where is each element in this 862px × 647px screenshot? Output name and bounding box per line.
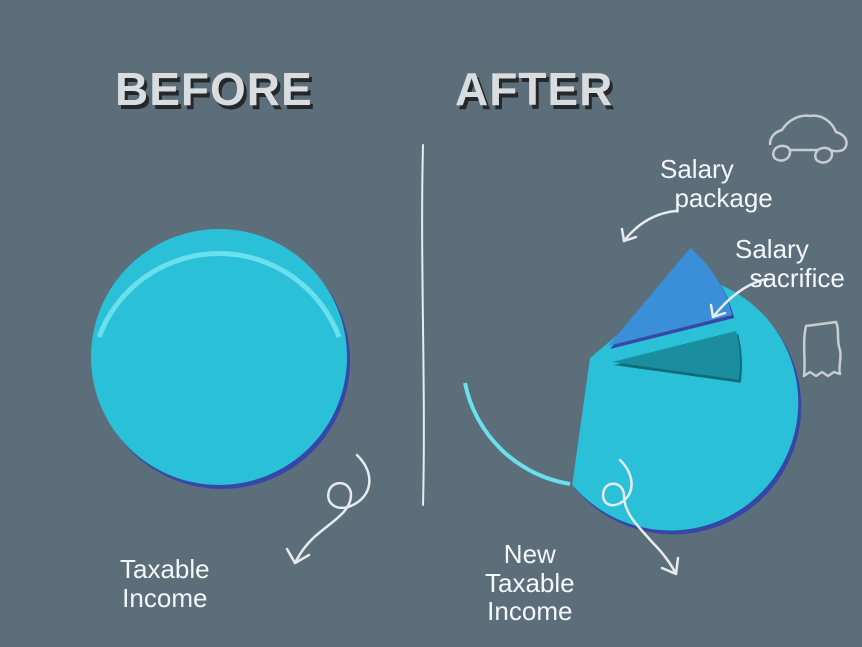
heading-before: BEFORE: [115, 62, 313, 116]
before-bottom-label: Taxable Income: [120, 555, 210, 612]
heading-after: AFTER: [455, 62, 613, 116]
before-arrow: [285, 455, 395, 575]
after-arrow-remainder: [590, 460, 710, 590]
divider-line: [418, 145, 428, 515]
after-bottom-label: New Taxable Income: [485, 540, 575, 626]
infographic-stage: BEFORE AFTER Taxable Income: [0, 0, 862, 647]
after-label-package: Salary package: [660, 155, 773, 212]
car-doodle-icon: [760, 108, 852, 168]
receipt-doodle-icon: [792, 320, 852, 390]
after-label-sacrifice: Salary sacrifice: [735, 235, 845, 292]
